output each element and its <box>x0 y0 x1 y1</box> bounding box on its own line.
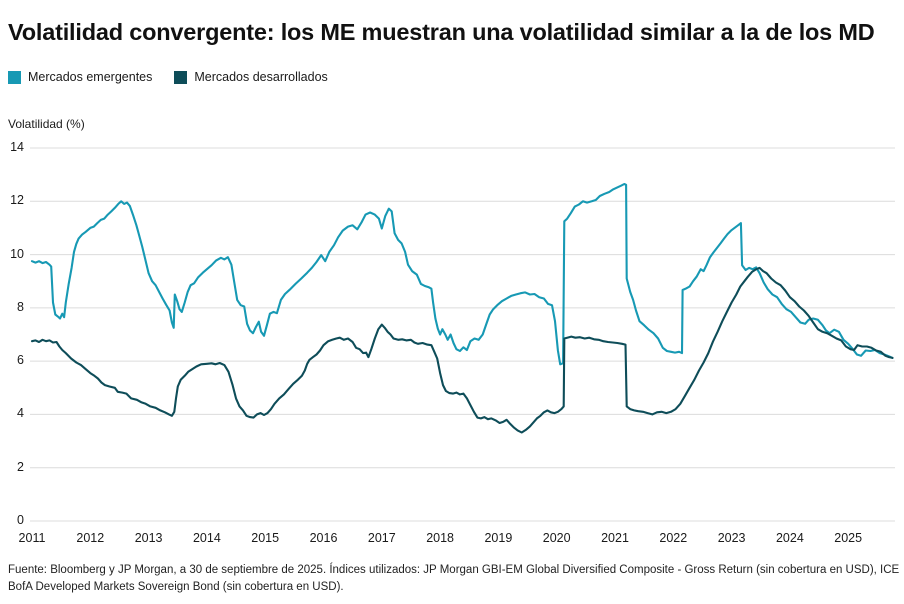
x-tick-label: 2015 <box>251 531 280 545</box>
series-line-emerging <box>30 182 894 366</box>
y-tick-label: 4 <box>17 406 24 421</box>
chart-title: Volatilidad convergente: los ME muestran… <box>8 18 875 45</box>
x-tick-label: 2025 <box>834 531 863 545</box>
x-tick-label: 2017 <box>367 531 396 545</box>
x-tick-label: 2012 <box>76 531 105 545</box>
y-tick-label: 10 <box>10 246 24 261</box>
x-tick-label: 2024 <box>775 531 804 545</box>
x-tick-label: 2014 <box>192 531 221 545</box>
x-tick-label: 2022 <box>659 531 688 545</box>
y-tick-label: 14 <box>10 139 24 154</box>
legend-item-developed: Mercados desarrollados <box>174 70 328 84</box>
x-tick-label: 2019 <box>484 531 513 545</box>
source-footnote: Fuente: Bloomberg y JP Morgan, a 30 de s… <box>8 564 900 593</box>
y-tick-label: 12 <box>10 193 24 208</box>
x-tick-label: 2021 <box>601 531 629 545</box>
legend-swatch-developed-icon <box>174 70 188 84</box>
plot-area <box>30 147 895 522</box>
y-axis-title: Volatilidad (%) <box>8 117 85 131</box>
legend-item-emerging: Mercados emergentes <box>8 70 152 84</box>
x-tick-label: 2023 <box>717 531 746 545</box>
legend-label-emerging: Mercados emergentes <box>28 70 153 84</box>
x-tick-label: 2016 <box>309 531 338 545</box>
legend: Mercados emergentes Mercados desarrollad… <box>8 70 328 84</box>
legend-label-developed: Mercados desarrollados <box>194 70 328 84</box>
y-tick-label: 0 <box>17 513 24 527</box>
x-tick-label: 2018 <box>426 531 454 545</box>
x-tick-label: 2013 <box>134 531 163 545</box>
x-tick-label: 2020 <box>542 531 571 545</box>
y-tick-label: 8 <box>17 299 24 314</box>
x-tick-label: 2011 <box>18 531 46 545</box>
y-tick-label: 6 <box>17 353 24 368</box>
y-tick-label: 2 <box>17 459 24 474</box>
series-line-developed <box>30 266 894 434</box>
legend-swatch-emerging-icon <box>8 70 21 84</box>
